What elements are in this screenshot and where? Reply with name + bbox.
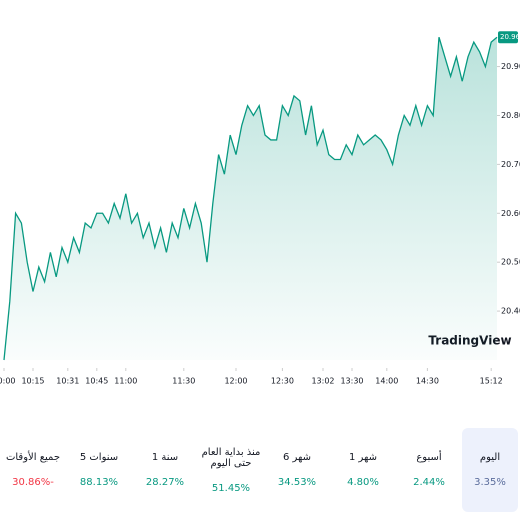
period[interactable]: 1 شهر 4.80%: [330, 428, 396, 512]
period-name: 1 شهر: [348, 452, 378, 463]
period-change: 28.27%: [145, 477, 185, 488]
chart: TradingView 20.4020.5020.6020.7020.8020.…: [0, 31, 520, 386]
x-tick-label: 10:31: [56, 377, 79, 386]
period[interactable]: منذ بداية العام حتى اليوم 51.45%: [198, 428, 264, 512]
period[interactable]: اليوم 3.35%: [462, 428, 518, 512]
y-tick-label: 20.70: [501, 160, 520, 169]
period-change: 88.13%: [79, 477, 119, 488]
x-tick-label: 14:00: [375, 377, 398, 386]
period-name: جميع الأوقات: [5, 452, 61, 463]
periods: اليوم 3.35% أسبوع 2.44% 1 شهر 4.80% 6 شهر 34.53…: [0, 428, 520, 512]
y-tick-label: 20.50: [501, 258, 520, 267]
period[interactable]: جميع الأوقات -30.86%: [0, 428, 66, 512]
last-value-box: [498, 31, 518, 44]
period-name: 1 سنة: [151, 452, 179, 463]
x-tick-label: 12:00: [224, 377, 247, 386]
y-tick-label: 20.80: [501, 111, 520, 120]
x-tick-label: 11:00: [114, 377, 137, 386]
period-name: 5 سنوات: [79, 452, 119, 463]
period-change: 2.44%: [413, 477, 445, 488]
x-tick-label: 12:30: [271, 377, 294, 386]
period-name: منذ بداية العام حتى اليوم: [201, 446, 261, 469]
period-name: أسبوع: [416, 452, 442, 463]
x-tick-label: 10:15: [21, 377, 44, 386]
period-change: 3.35%: [474, 477, 506, 488]
period[interactable]: أسبوع 2.44%: [396, 428, 462, 512]
x-tick-label: 10:45: [85, 377, 108, 386]
y-tick-label: 20.60: [501, 209, 520, 218]
last-value-label: 20.96: [500, 33, 520, 41]
period-change: 4.80%: [347, 477, 379, 488]
x-tick-label: 14:30: [416, 377, 439, 386]
x-tick-label: 13:02: [311, 377, 334, 386]
period-name: اليوم: [479, 452, 501, 463]
period[interactable]: 6 شهر 34.53%: [264, 428, 330, 512]
area: [4, 37, 497, 360]
x-tick-label: 15:12: [480, 377, 503, 386]
x-tick-label: 13:30: [340, 377, 363, 386]
period[interactable]: 1 سنة 28.27%: [132, 428, 198, 512]
period[interactable]: 5 سنوات 88.13%: [66, 428, 132, 512]
y-tick-label: 20.90: [501, 62, 520, 71]
x-tick-label: 11:30: [172, 377, 195, 386]
x-tick-label: 10:00: [0, 377, 16, 386]
period-name: 6 شهر: [282, 452, 312, 463]
period-change: 51.45%: [211, 482, 251, 494]
line: [3, 36, 498, 361]
period-change: -30.86%: [12, 477, 54, 488]
y-tick-label: 20.40: [501, 307, 520, 316]
period-change: 34.53%: [277, 477, 317, 488]
